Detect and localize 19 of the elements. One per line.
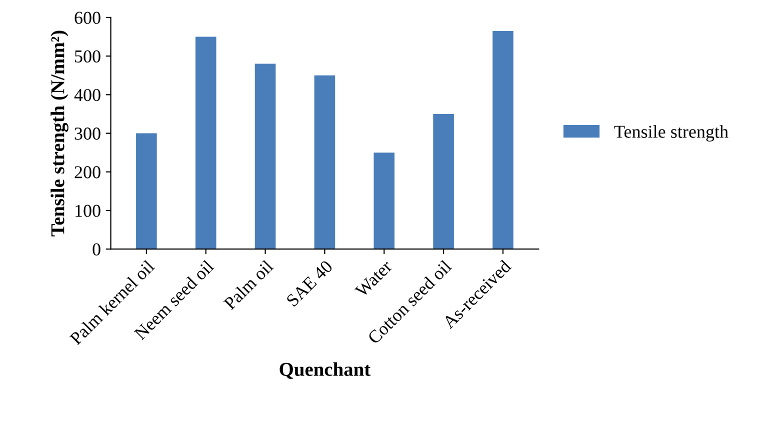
bar (314, 75, 336, 250)
y-tick-label: 0 (92, 243, 100, 256)
legend-label: Tensile strength (614, 125, 728, 142)
x-axis-title: Quenchant (280, 362, 371, 379)
x-tick-label: SAE 40 (286, 260, 334, 308)
x-tick-label: Palm oil (222, 259, 274, 310)
bar (492, 30, 514, 250)
bar (136, 133, 157, 250)
y-tick-label: 500 (75, 50, 100, 63)
y-tick-label: 200 (74, 166, 100, 178)
y-tick-label: 300 (74, 128, 100, 140)
y-axis-title: Tensile strength (N/mm²) (50, 30, 68, 236)
bar (254, 64, 276, 250)
y-tick-label: 100 (76, 204, 100, 217)
bar (374, 152, 395, 250)
y-tick-label: 400 (74, 88, 100, 102)
bar (433, 114, 454, 250)
bar (195, 36, 216, 250)
y-tick-label: 600 (74, 12, 100, 24)
